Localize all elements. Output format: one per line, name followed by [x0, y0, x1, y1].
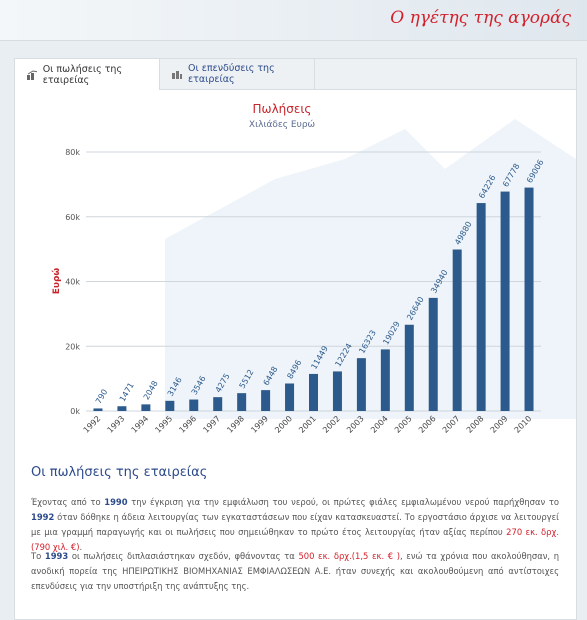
bar [332, 371, 342, 411]
section-title: Οι πωλήσεις της εταιρείας [31, 465, 208, 480]
value-label: 2048 [142, 379, 160, 401]
chart-title: Πωλήσεις [253, 102, 312, 116]
slogan: Ο ηγέτης της αγοράς [390, 8, 571, 28]
bar [261, 390, 271, 411]
bar [189, 399, 199, 411]
content-panel: Οι πωλήσεις της εταιρείας Οι επενδύσεις … [14, 58, 577, 620]
bar [165, 400, 175, 411]
x-tick-label: 1992 [82, 414, 103, 435]
tab[interactable]: Οι επενδύσεις της εταιρείας [160, 59, 315, 89]
tab-icon [27, 69, 37, 80]
mountain-backdrop [165, 119, 576, 419]
bar [237, 393, 247, 411]
tab[interactable]: Οι πωλήσεις της εταιρείας [15, 59, 160, 90]
bar [404, 324, 414, 411]
highlight: 270 εκ. δρχ. (790 χιλ. €) [31, 527, 559, 552]
bar [428, 297, 438, 411]
text: , ενώ τα χρόνια που ακολούθησαν, η ανοδι… [31, 551, 560, 591]
y-tick-label: 40k [65, 278, 80, 287]
bar [117, 406, 127, 411]
bar [476, 203, 486, 411]
bar [356, 358, 366, 411]
bar [524, 187, 534, 411]
text: . [79, 542, 83, 552]
text: Έχοντας από το [31, 497, 105, 507]
y-tick-label: 60k [65, 213, 80, 222]
value-label: 1471 [118, 381, 136, 403]
bar [213, 397, 223, 411]
tab-icon [172, 71, 183, 79]
value-label: 790 [94, 388, 109, 406]
bar [452, 249, 462, 411]
text: οι πωλήσεις διπλασιάστηκαν σχεδόν, φθάνο… [68, 551, 299, 561]
paragraph: Έχοντας από το 1990 την έγκριση για την … [31, 495, 559, 555]
highlight: 1992 [31, 512, 55, 522]
bar [309, 373, 318, 411]
x-tick-label: 1994 [130, 414, 151, 435]
tab-label: Οι πωλήσεις της εταιρείας [42, 63, 123, 86]
x-tick-label: 1993 [106, 414, 127, 435]
chart-subtitle: Χιλιάδες Ευρώ [249, 119, 315, 130]
text: Το [31, 551, 45, 561]
text: όταν δόθηκε η άδεια λειτουργίας των εγκα… [31, 512, 559, 537]
bar [141, 404, 151, 411]
highlight: 1993 [44, 551, 69, 561]
highlight: 500 εκ. δρχ.(1,5 εκ. € ) [298, 551, 400, 561]
chart: Πωλήσεις Χιλιάδες Ευρώ Ευρώ 0k 20k 40k 60k 8… [51, 102, 576, 435]
header: Ο ηγέτης της αγοράς [0, 0, 587, 41]
highlight: 1990 [104, 497, 128, 507]
y-tick-label: 80k [65, 148, 80, 157]
bar [285, 383, 295, 411]
y-tick-label: 20k [65, 342, 80, 351]
bar [93, 408, 103, 411]
text: την έγκριση για την εμφιάλωση του νερού,… [127, 497, 559, 507]
paragraph: Το 1993 οι πωλήσεις διπλασιάστηκαν σχεδό… [31, 549, 559, 594]
tab-label: Οι επενδύσεις της εταιρείας [188, 63, 275, 85]
y-axis-label: Ευρώ [51, 268, 62, 295]
bar [380, 349, 390, 411]
tab-bar: Οι πωλήσεις της εταιρείας Οι επενδύσεις … [15, 59, 576, 90]
y-tick-label: 0k [70, 407, 80, 416]
bar [500, 191, 510, 411]
